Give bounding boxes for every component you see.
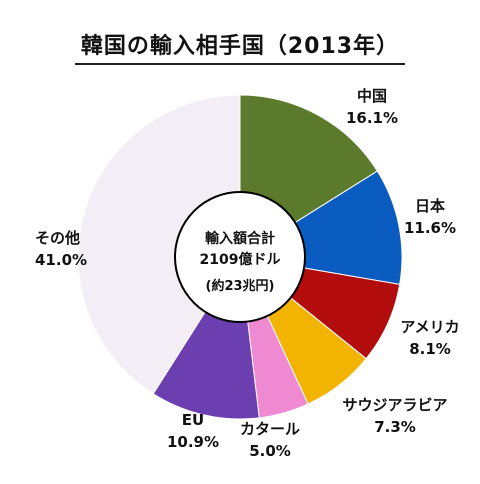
center-label-line2: 2109億ドル [200, 251, 281, 268]
label-usa-value: 8.1% [409, 340, 451, 358]
slice-labels: 中国 16.1% 日本 11.6% アメリカ 8.1% サウジアラビア 7.3% カタール 5.0… [35, 87, 460, 460]
label-japan-name: 日本 [415, 197, 445, 215]
donut-slices [77, 94, 403, 420]
center-label-line3: (約23兆円) [206, 278, 275, 294]
center-label-line1: 輸入額合計 [205, 230, 275, 247]
donut-center [174, 191, 306, 323]
label-other-name: その他 [35, 229, 80, 247]
label-saudi-arabia-value: 7.3% [374, 418, 416, 436]
label-qatar-value: 5.0% [249, 442, 291, 460]
title-underline [75, 63, 405, 65]
label-china-value: 16.1% [346, 109, 398, 127]
label-other-value: 41.0% [35, 251, 87, 269]
label-japan-value: 11.6% [404, 219, 456, 237]
label-china-name: 中国 [357, 87, 387, 105]
label-saudi-arabia-name: サウジアラビア [342, 396, 447, 414]
chart-title: 韓国の輸入相手国（2013年） [80, 34, 400, 59]
label-eu-name: EU [182, 411, 204, 429]
label-eu-value: 10.9% [167, 433, 219, 451]
label-usa-name: アメリカ [400, 318, 459, 336]
label-qatar-name: カタール [240, 420, 300, 438]
